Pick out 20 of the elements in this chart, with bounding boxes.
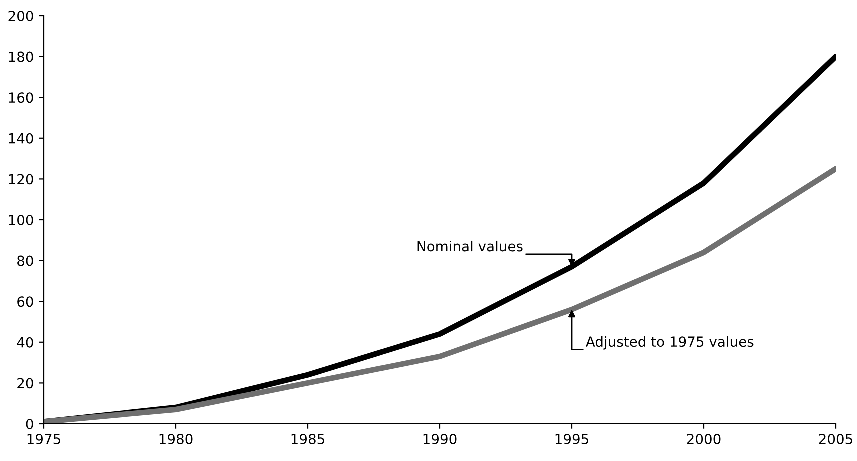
x-tick-label: 1985 <box>292 434 324 444</box>
y-tick-label: 60 <box>18 296 34 308</box>
x-tick-label: 1990 <box>424 434 457 444</box>
y-tick-label: 40 <box>17 337 34 348</box>
y-tick-label: 160 <box>9 92 34 104</box>
y-tick-label: 0 <box>26 418 34 430</box>
y-tick-label: 100 <box>9 214 34 226</box>
y-tick-label: 120 <box>9 174 34 185</box>
y-tick-label: 80 <box>18 256 34 266</box>
x-tick-label: 2005 <box>819 434 852 444</box>
x-tick-label: 2000 <box>687 434 721 444</box>
y-tick-label: 140 <box>9 133 34 144</box>
x-tick-label: 1980 <box>160 434 193 444</box>
y-tick-label: 180 <box>9 52 34 62</box>
text: Adjusted to 1975 values <box>586 336 754 350</box>
x-tick-label: 1995 <box>556 434 588 444</box>
y-tick-label: 200 <box>8 10 34 22</box>
text: Nominal values <box>418 240 523 252</box>
x-tick-label: 1975 <box>28 434 60 444</box>
y-tick-label: 20 <box>18 378 34 389</box>
